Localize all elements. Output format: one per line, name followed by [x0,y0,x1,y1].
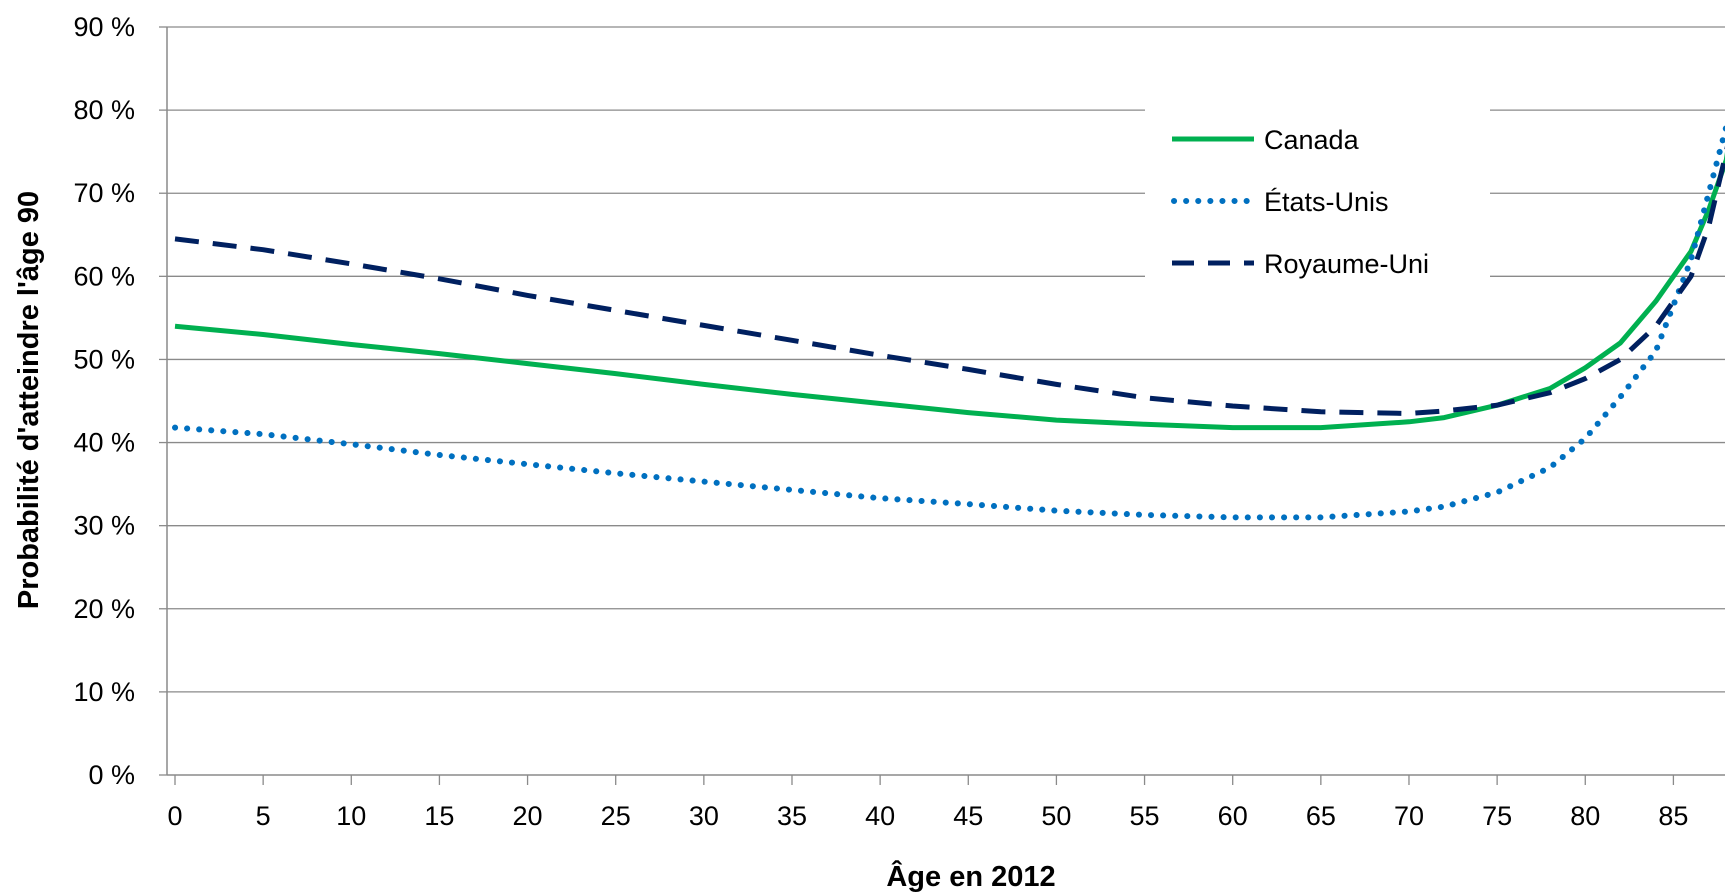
x-axis-title: Âge en 2012 [886,859,1055,893]
series-line-royaume-uni [174,145,1725,416]
legend-label-etats-unis: États-Unis [1264,187,1389,217]
y-tick-label: 30 % [73,511,135,541]
y-tick-labels: 0 % 10 % 20 % 30 % 40 % 50 % 60 % 70 % 80 % 90 % [73,12,167,790]
series-line-etats-unis [172,120,1725,521]
x-tick-label: 40 [865,801,895,831]
y-tick-label: 10 % [73,677,135,707]
x-tick-label: 85 [1658,801,1688,831]
y-tick-label: 70 % [73,178,135,208]
x-tick-label: 45 [953,801,983,831]
x-tick-label: 30 [689,801,719,831]
legend-label-canada: Canada [1264,125,1360,155]
legend-label-royaume-uni: Royaume-Uni [1264,249,1429,279]
series-lines [172,120,1725,521]
y-tick-label: 40 % [73,428,135,458]
x-tick-label: 15 [424,801,454,831]
x-tick-label: 20 [513,801,543,831]
x-tick-label: 50 [1041,801,1071,831]
y-tick-label: 80 % [73,95,135,125]
x-tick-label: 75 [1482,801,1512,831]
y-tick-label: 50 % [73,344,135,374]
x-tick-label: 0 [167,801,182,831]
y-tick-label: 60 % [73,261,135,291]
x-tick-label: 55 [1130,801,1160,831]
gridlines [167,26,1725,693]
x-tick-label: 60 [1218,801,1248,831]
y-axis-title: Probabilité d'atteindre l'âge 90 [13,191,45,609]
x-tick-label: 10 [336,801,366,831]
x-tick-label: 80 [1570,801,1600,831]
series-line-canada [174,151,1725,431]
x-tick-labels: 0 5 10 15 20 25 30 35 40 45 50 55 60 65 70 75 80 85 [167,775,1688,831]
legend: Canada États-Unis Royaume-Uni [1145,105,1490,295]
x-tick-label: 5 [256,801,271,831]
x-tick-label: 25 [601,801,631,831]
x-tick-label: 65 [1306,801,1336,831]
axes [166,27,1725,776]
y-tick-label: 0 % [88,760,135,790]
x-tick-label: 35 [777,801,807,831]
y-tick-label: 90 % [73,12,135,42]
x-tick-label: 70 [1394,801,1424,831]
y-tick-label: 20 % [73,594,135,624]
